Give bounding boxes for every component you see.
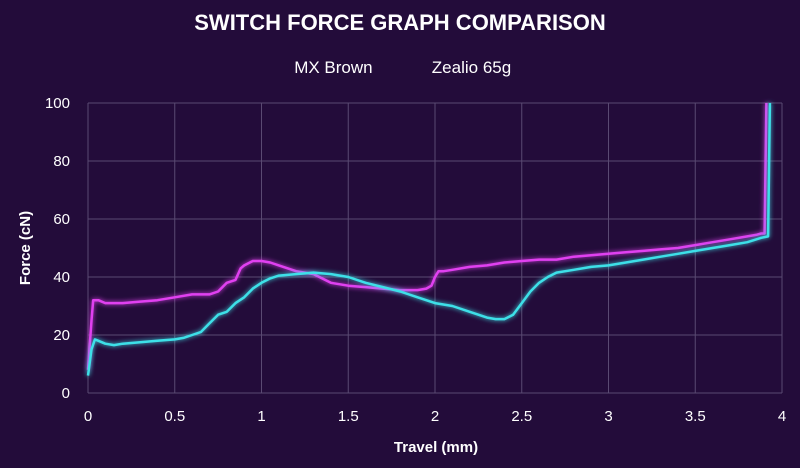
x-tick-label: 2.5 xyxy=(511,408,532,425)
y-tick-label: 100 xyxy=(45,95,70,112)
x-tick-label: 1.5 xyxy=(338,408,359,425)
series-line-mx-brown xyxy=(86,102,768,370)
x-tick-label: 0 xyxy=(84,408,92,425)
y-tick-label: 0 xyxy=(62,385,70,402)
x-tick-label: 4 xyxy=(778,408,786,425)
series-layer xyxy=(86,102,772,376)
x-tick-label: 0.5 xyxy=(164,408,185,425)
y-tick-label: 40 xyxy=(53,269,70,286)
x-tick-label: 1 xyxy=(257,408,265,425)
legend-label: MX Brown xyxy=(294,58,372,77)
x-tick-label: 2 xyxy=(431,408,439,425)
legend: MX Brown Zealio 65g xyxy=(262,58,511,77)
chart-title: SWITCH FORCE GRAPH COMPARISON xyxy=(194,10,605,35)
series-line-zealio-65g xyxy=(86,102,772,376)
y-tick-label: 60 xyxy=(53,211,70,228)
legend-label: Zealio 65g xyxy=(432,58,511,77)
x-tick-label: 3 xyxy=(604,408,612,425)
y-tick-label: 20 xyxy=(53,327,70,344)
y-tick-label: 80 xyxy=(53,153,70,170)
y-axis-label: Force (cN) xyxy=(17,211,34,285)
x-tick-label: 3.5 xyxy=(685,408,706,425)
x-axis-label: Travel (mm) xyxy=(394,439,478,456)
